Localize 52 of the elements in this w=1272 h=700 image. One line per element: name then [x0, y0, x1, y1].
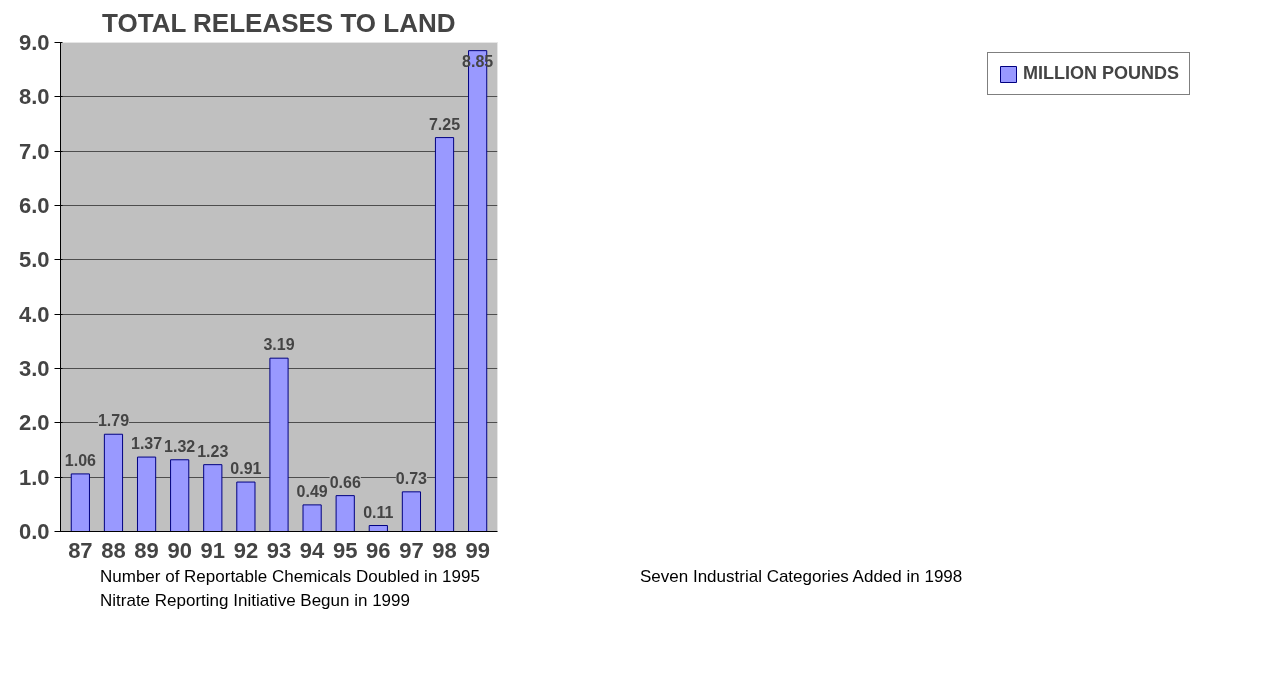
bar [434, 137, 455, 532]
x-tick-label: 97 [399, 537, 424, 563]
bar [203, 464, 223, 532]
bar [269, 357, 289, 532]
bar [302, 504, 322, 532]
data-label: 1.79 [97, 412, 130, 430]
x-tick-label: 94 [299, 537, 326, 563]
data-label: 0.66 [329, 473, 361, 491]
y-tick-label: 7.0 [18, 138, 50, 164]
data-label: 0.11 [363, 503, 394, 521]
x-tick-label: 92 [233, 537, 259, 563]
data-label: 0.49 [296, 482, 328, 500]
bar [335, 495, 355, 532]
data-label: 1.32 [164, 437, 196, 455]
bar [103, 433, 124, 532]
text: Seven Industrial Categories Added in 1998 [640, 566, 964, 588]
y-tick-label: 2.0 [18, 410, 50, 436]
x-tick-label: 90 [167, 537, 192, 563]
x-tick-label: 87 [68, 537, 93, 563]
y-tick-label: 4.0 [18, 301, 50, 327]
bar [401, 491, 422, 532]
y-tick-label: 0.0 [18, 519, 50, 544]
y-tick-label: 5.0 [18, 247, 50, 273]
x-tick-label: 93 [266, 537, 292, 563]
y-tick-label: 9.0 [18, 30, 50, 55]
x-tick-label: 99 [465, 537, 490, 563]
data-label: 0.73 [395, 469, 428, 487]
data-label: 1.37 [131, 435, 163, 453]
data-label: 3.19 [263, 336, 295, 354]
y-tick-label: 8.0 [18, 84, 50, 110]
x-tick-label: 91 [200, 537, 226, 563]
text: Nitrate Reporting Initiative Begun in 1999 [100, 590, 411, 613]
x-tick-label: 98 [432, 537, 457, 563]
y-tick-label: 1.0 [18, 464, 50, 490]
chart-title: TOTAL RELEASES TO LAND [102, 7, 456, 38]
legend-label: MILLION POUNDS [1023, 63, 1179, 84]
x-tick-label: 96 [366, 537, 391, 563]
data-label: 0.91 [230, 460, 262, 478]
x-tick-label: 89 [134, 537, 159, 563]
x-tick-label: 88 [101, 537, 126, 563]
bar [368, 525, 388, 532]
y-tick-label: 3.0 [18, 356, 50, 381]
data-label: 1.23 [197, 442, 229, 460]
text: Number of Reportable Chemicals Doubled in 1995 [100, 566, 481, 588]
data-label: 1.06 [64, 451, 97, 469]
bar [236, 481, 256, 532]
bar [70, 473, 90, 532]
x-tick-label: 95 [332, 537, 358, 563]
data-label: 7.25 [428, 115, 461, 133]
bar [170, 459, 190, 532]
y-tick-label: 6.0 [18, 193, 50, 218]
bar [136, 456, 157, 532]
